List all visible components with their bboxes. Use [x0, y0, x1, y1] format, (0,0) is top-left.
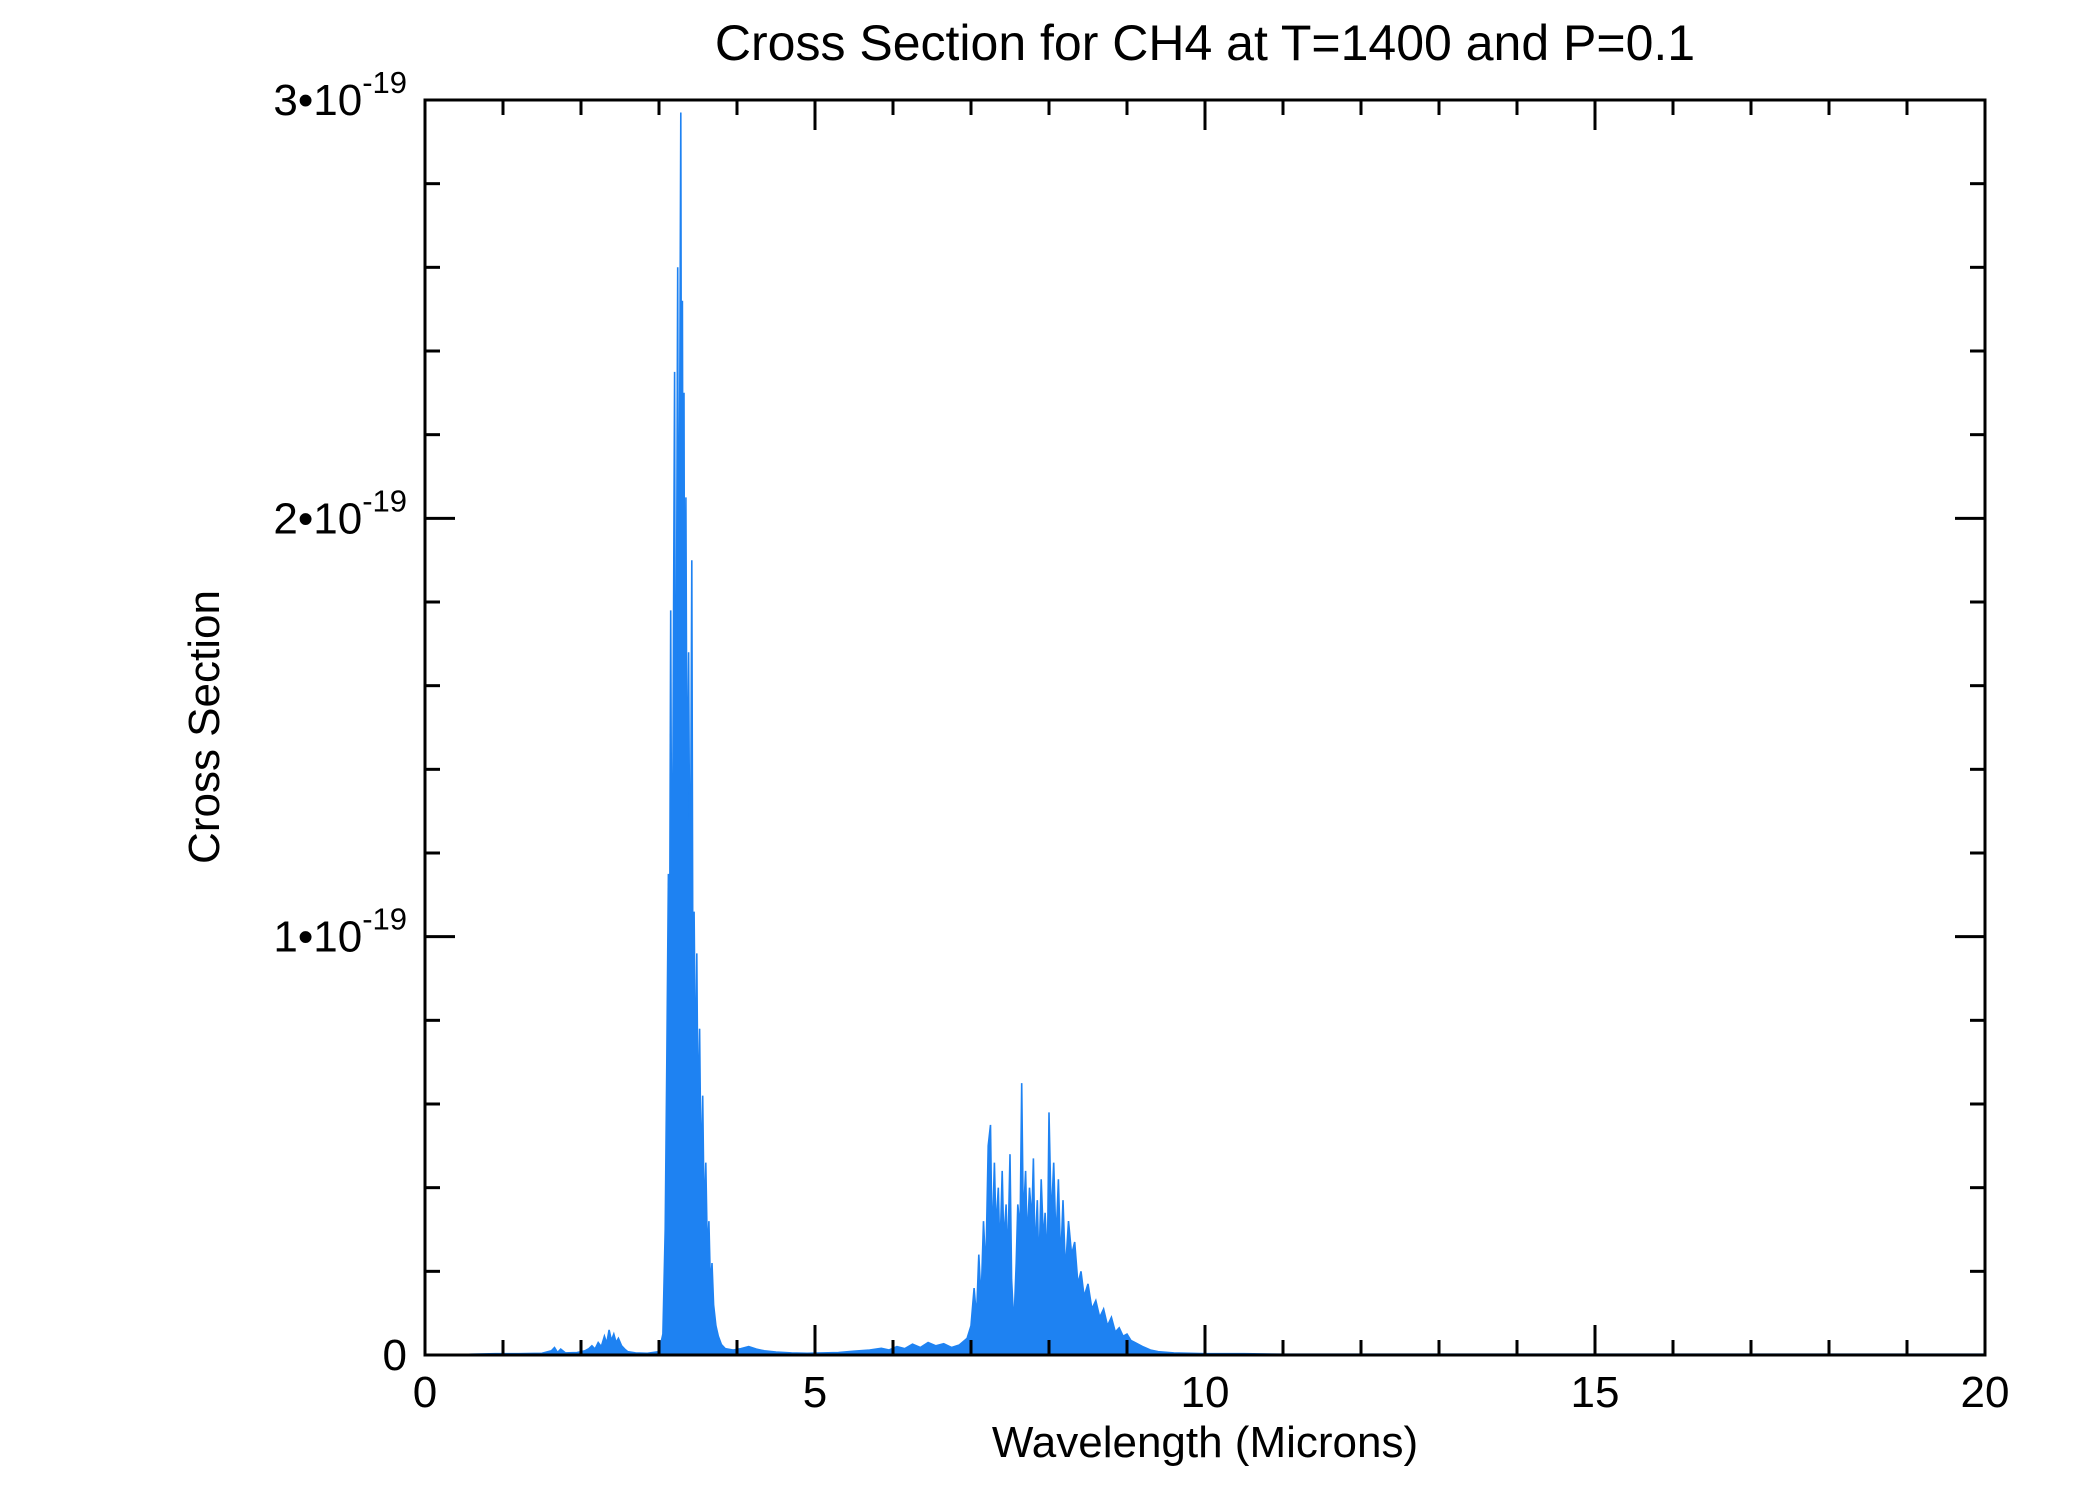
chart-title: Cross Section for CH4 at T=1400 and P=0.… — [714, 15, 1696, 71]
plot-border — [423, 98, 1987, 1357]
y-tick-label: 0 — [383, 1331, 407, 1380]
x-tick-label: 5 — [803, 1368, 827, 1417]
x-tick-label: 0 — [413, 1368, 437, 1417]
x-tick-label: 10 — [1181, 1368, 1230, 1417]
y-tick-label: 1•10-19 — [273, 902, 407, 962]
x-axis-label: Wavelength (Microns) — [991, 1418, 1419, 1467]
y-axis-label: Cross Section — [180, 590, 229, 864]
y-tick-label: 2•10-19 — [273, 483, 407, 543]
x-tick-label: 20 — [1961, 1368, 2010, 1417]
spectrum-series — [448, 112, 1986, 1356]
x-tick-label: 15 — [1571, 1368, 1620, 1417]
y-tick-label: 3•10-19 — [273, 65, 407, 125]
